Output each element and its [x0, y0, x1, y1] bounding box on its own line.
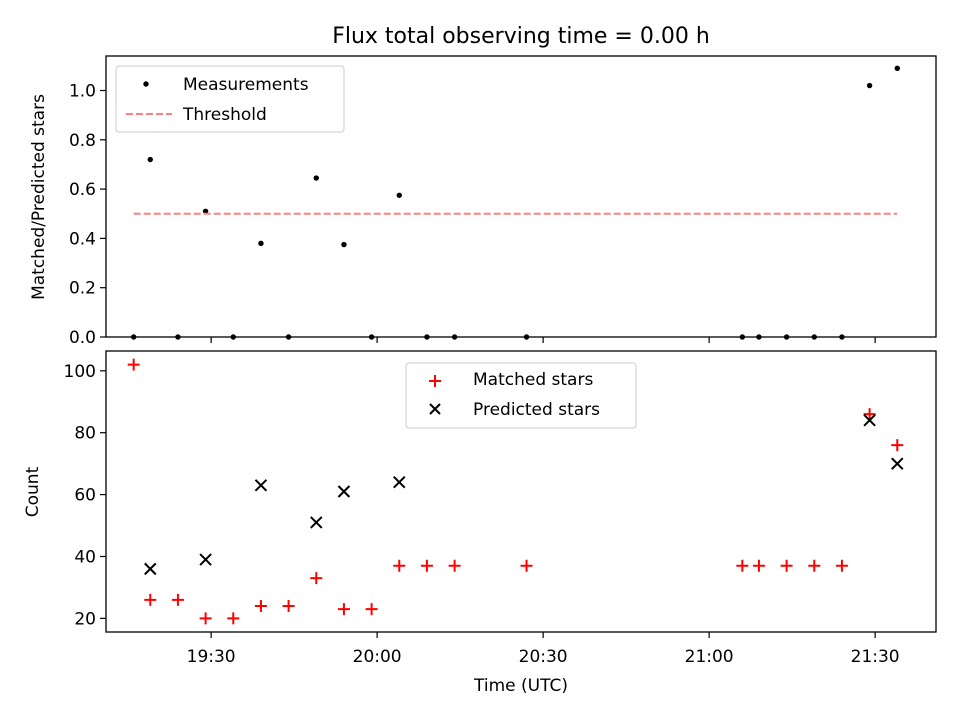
- predicted-stars-point: [199, 553, 212, 566]
- top-y-tick-label: 0.4: [69, 229, 96, 249]
- measurements-point: [341, 241, 347, 248]
- top-chart-title: Flux total observing time = 0.00 h: [332, 24, 710, 49]
- matched-stars-point: [171, 593, 184, 606]
- top-legend-box: [115, 65, 345, 133]
- predicted-stars-point: [254, 479, 268, 492]
- legend-predicted-label: Predicted stars: [473, 400, 600, 420]
- matched-stars-point: [891, 439, 904, 452]
- matched-stars-point: [863, 408, 876, 421]
- matched-stars-point: [337, 603, 350, 616]
- top-y-tick-label: 0.6: [69, 180, 96, 200]
- bottom-legend: Matched stars Predicted stars: [405, 362, 637, 429]
- x-tick-label: 20:00: [353, 647, 402, 667]
- predicted-stars-point: [310, 516, 323, 529]
- bottom-y-tick-label: 100: [64, 362, 96, 382]
- top-plot-frame: [105, 55, 937, 338]
- matched-stars-point: [835, 559, 848, 572]
- bottom-y-tick-label: 80: [74, 424, 96, 444]
- legend-threshold-label: Threshold: [182, 105, 267, 125]
- matched-stars-point: [808, 559, 821, 572]
- top-plot-area: 0.0 0.2 0.4 0.6 0.8 1.0: [69, 65, 900, 348]
- matched-stars-point: [736, 559, 749, 572]
- matched-stars-point: [254, 600, 267, 613]
- measurements-point: [258, 240, 264, 247]
- matched-stars-point: [144, 593, 157, 606]
- matched-stars-point: [448, 559, 461, 572]
- top-y-tick-label: 0.2: [69, 279, 96, 299]
- predicted-stars-point: [337, 485, 351, 498]
- legend-matched-marker: [429, 375, 441, 387]
- bottom-x-axis-label: Time (UTC): [473, 676, 568, 696]
- top-panel: Flux total observing time = 0.00 h Match…: [29, 24, 937, 348]
- legend-predicted-marker: [429, 403, 441, 415]
- x-tick-label: 20:30: [519, 647, 568, 667]
- bottom-legend-box: [405, 362, 637, 429]
- x-tick-label: 21:00: [685, 647, 734, 667]
- top-y-tick-label: 1.0: [69, 82, 96, 102]
- matched-stars-point: [199, 612, 212, 625]
- predicted-stars-point: [863, 414, 876, 427]
- bottom-y-tick-label: 60: [74, 486, 96, 506]
- matched-stars-point: [420, 559, 433, 572]
- top-y-tick-label: 0.8: [69, 131, 96, 151]
- matched-stars-point: [127, 358, 140, 371]
- matched-stars-point: [365, 603, 378, 616]
- legend-matched-label: Matched stars: [473, 370, 593, 390]
- bottom-y-tick-label: 40: [74, 547, 96, 567]
- bottom-y-tick-label: 20: [74, 609, 96, 629]
- matched-stars-point: [520, 559, 533, 572]
- predicted-stars-point: [891, 457, 904, 470]
- matched-stars-point: [310, 572, 323, 585]
- bottom-plot-frame: [105, 350, 937, 633]
- legend-measurements-marker: [143, 81, 149, 87]
- x-tick-label: 19:30: [187, 647, 236, 667]
- measurements-point: [866, 82, 873, 89]
- measurements-point: [396, 192, 402, 198]
- predicted-stars-point: [393, 476, 406, 489]
- top-legend: Measurements Threshold: [115, 65, 345, 133]
- measurements-point: [313, 175, 319, 181]
- bottom-plot-area: 20 40 60 80 100 19:30 20:00 20:30 21:00 21:30: [64, 358, 904, 667]
- measurements-point: [894, 65, 900, 72]
- top-y-axis-label: Matched/Predicted stars: [29, 94, 49, 300]
- top-y-tick-label: 0.0: [69, 328, 96, 348]
- measurements-point: [202, 208, 209, 214]
- matched-stars-point: [227, 612, 240, 625]
- measurements-point: [147, 156, 153, 163]
- predicted-stars-point: [144, 562, 157, 576]
- bottom-y-axis-label: Count: [23, 466, 43, 517]
- matched-stars-point: [780, 559, 793, 572]
- x-tick-label: 21:30: [851, 647, 900, 667]
- legend-measurements-label: Measurements: [183, 75, 309, 95]
- matched-stars-point: [282, 600, 295, 613]
- matched-stars-point: [752, 559, 765, 572]
- matched-stars-point: [393, 559, 406, 572]
